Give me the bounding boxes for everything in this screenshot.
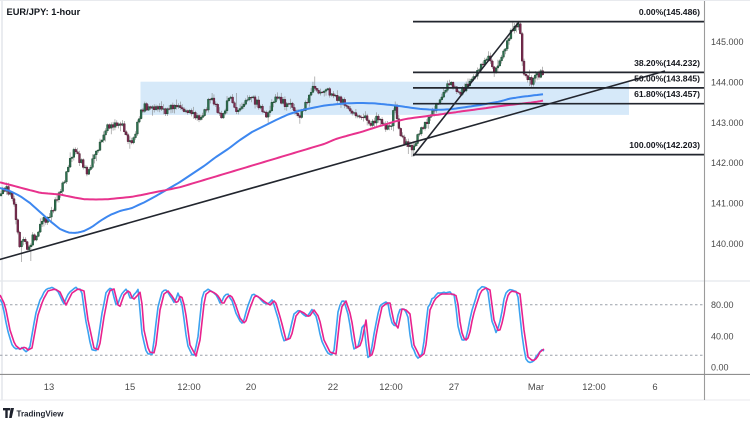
svg-text:141.000: 141.000	[711, 199, 744, 209]
svg-text:TradingView: TradingView	[17, 410, 65, 419]
svg-text:Mar: Mar	[528, 381, 544, 392]
svg-text:145.000: 145.000	[711, 37, 744, 47]
svg-text:12:00: 12:00	[379, 381, 402, 392]
svg-text:40.00: 40.00	[711, 331, 734, 341]
svg-text:38.20%(144.232): 38.20%(144.232)	[634, 58, 700, 68]
svg-text:61.80%(143.457): 61.80%(143.457)	[634, 89, 700, 99]
svg-text:142.000: 142.000	[711, 158, 744, 168]
svg-text:143.000: 143.000	[711, 118, 744, 128]
svg-text:12:00: 12:00	[177, 381, 200, 392]
svg-text:100.00%(142.203): 100.00%(142.203)	[629, 140, 700, 150]
svg-text:13: 13	[44, 381, 54, 392]
svg-text:80.00: 80.00	[711, 300, 734, 310]
svg-text:140.000: 140.000	[711, 239, 744, 249]
svg-text:15: 15	[125, 381, 135, 392]
svg-text:EUR/JPY: 1-hour: EUR/JPY: 1-hour	[7, 7, 81, 17]
svg-text:50.00%(143.845): 50.00%(143.845)	[634, 73, 700, 83]
svg-text:27: 27	[449, 381, 459, 392]
svg-text:144.000: 144.000	[711, 77, 744, 87]
svg-text:12:00: 12:00	[582, 381, 605, 392]
svg-text:20: 20	[246, 381, 256, 392]
svg-text:22: 22	[328, 381, 338, 392]
svg-text:6: 6	[652, 381, 657, 392]
svg-text:0.00: 0.00	[711, 363, 729, 373]
svg-text:0.00%(145.486): 0.00%(145.486)	[639, 7, 700, 17]
